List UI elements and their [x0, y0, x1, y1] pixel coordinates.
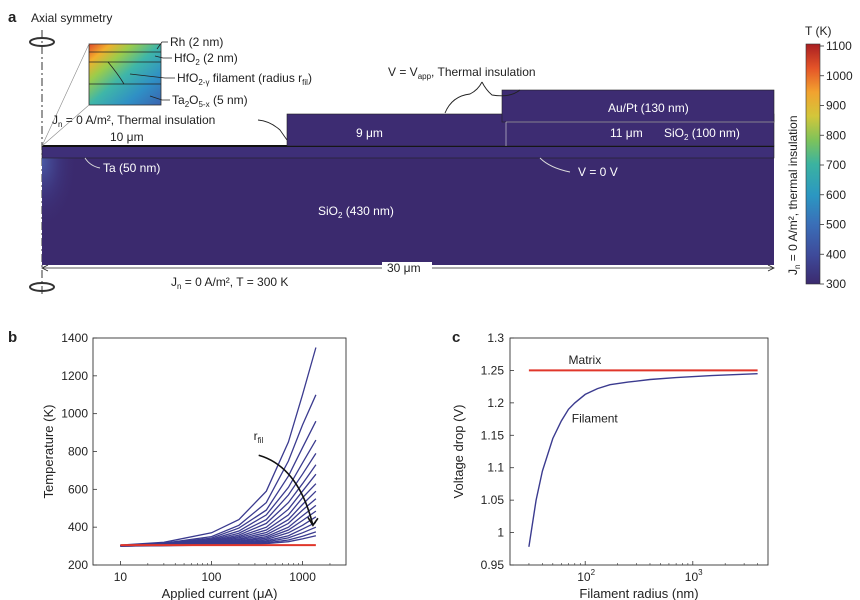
rfil-annotation: rfil	[254, 429, 264, 445]
y-tick-label: 1200	[61, 369, 88, 383]
rh-label: Rh (2 nm)	[170, 35, 223, 49]
panel-c-xlabel: Filament radius (nm)	[579, 586, 698, 600]
panel-b-chart: 200 400 600 800 1000 1200 1400 10 100 1000 Applied…	[41, 331, 347, 600]
filament-label: HfO2-γ filament (radius rfil)	[177, 71, 312, 87]
x-tick-label: 10	[114, 570, 128, 584]
panel-c-ylabel: Voltage drop (V)	[451, 405, 466, 499]
arrowhead-icon	[307, 516, 319, 527]
y-tick-label: 1	[497, 526, 504, 540]
colorbar-tick-label: 500	[826, 218, 846, 232]
y-tick-label: 1400	[61, 331, 88, 345]
sio2-substrate	[42, 150, 774, 265]
dim-30-label: 30 μm	[387, 261, 421, 275]
v0-label: V = 0 V	[578, 165, 618, 179]
colorbar-tick-label: 800	[826, 128, 846, 142]
right-bc-label: Jn = 0 A/m², thermal insulation	[786, 115, 802, 275]
matrix-series-label: Matrix	[569, 353, 602, 367]
heat-spread	[42, 150, 102, 265]
dim-10-label: 10 μm	[110, 130, 144, 144]
temperature-series-line	[120, 473, 317, 547]
y-tick-label: 1.3	[487, 331, 504, 345]
temperature-series-line	[120, 347, 317, 546]
bottom-bc-label: Jn = 0 A/m², T = 300 K	[171, 275, 288, 291]
ta2o5-label: Ta2O5-x (5 nm)	[172, 93, 248, 109]
colorbar-tick-label: 700	[826, 158, 846, 172]
rfil-arrow	[258, 454, 314, 526]
y-tick-label: 1.15	[481, 428, 505, 442]
panel-a-letter: a	[8, 9, 17, 26]
y-tick-label: 600	[68, 482, 88, 496]
colorbar-tick-label: 1000	[826, 69, 853, 83]
dim-11-label: 11 μm	[610, 126, 643, 140]
filament-series-line	[528, 373, 758, 547]
panel-c-chart: 0.95 1 1.05 1.1 1.15 1.2 1.25 1.3 102 103 Filament…	[451, 331, 769, 600]
rotation-arrow-icon	[29, 282, 55, 292]
x-tick-label: 1000	[289, 570, 316, 584]
temperature-series-line	[120, 420, 317, 546]
ta-label: Ta (50 nm)	[103, 161, 160, 175]
panel-c-frame	[509, 337, 769, 566]
temperature-series-line	[120, 453, 317, 547]
y-tick-label: 0.95	[481, 558, 505, 572]
y-tick-label: 800	[68, 445, 88, 459]
panel-b-xlabel: Applied current (μA)	[162, 586, 278, 600]
left-bc-label: Jn = 0 A/m², Thermal insulation	[52, 113, 215, 129]
colorbar-tick-label: 900	[826, 99, 846, 113]
filament-series-label: Filament	[572, 411, 619, 425]
panel-b-letter: b	[8, 329, 17, 346]
hfo2-label: HfO2 (2 nm)	[174, 51, 238, 67]
y-tick-label: 1.1	[487, 461, 504, 475]
rotation-arrow-icon	[29, 37, 55, 47]
temperature-series-line	[120, 394, 317, 546]
inset: Rh (2 nm) HfO2 (2 nm) HfO2-γ filament (r…	[41, 35, 312, 147]
y-tick-label: 1.2	[487, 396, 504, 410]
y-tick-label: 1000	[61, 407, 88, 421]
colorbar-tick-label: 300	[826, 277, 846, 291]
dim-9-label: 9 μm	[356, 126, 383, 140]
inset-heatmap	[88, 43, 162, 106]
left-bc-pointer	[257, 119, 288, 141]
colorbar-tick-label: 1100	[826, 39, 852, 53]
x-tick-label: 103	[685, 568, 703, 584]
sio2-top-label: SiO2 (100 nm)	[664, 126, 740, 142]
top-bc-label: V = Vapp, Thermal insulation	[388, 65, 536, 81]
y-tick-label: 400	[68, 520, 88, 534]
colorbar-tick-label: 400	[826, 247, 846, 261]
top-bc-bracket	[444, 81, 521, 114]
colorbar-tick-label: 600	[826, 188, 846, 202]
colorbar	[805, 43, 821, 285]
x-tick-label: 100	[201, 570, 221, 584]
y-tick-label: 1.05	[481, 493, 505, 507]
y-tick-label: 200	[68, 558, 88, 572]
y-tick-label: 1.25	[481, 363, 505, 377]
ta-layer	[41, 145, 775, 159]
x-tick-label: 102	[577, 568, 595, 584]
colorbar-title: T (K)	[805, 24, 831, 38]
panel-c-letter: c	[452, 329, 460, 346]
axial-symmetry-label: Axial symmetry	[31, 11, 112, 25]
panel-b-ylabel: Temperature (K)	[41, 405, 56, 499]
colorbar-ticks: 1100 1000 900 800 700 600 500 400 300	[820, 39, 853, 291]
sio2-bulk-label: SiO2 (430 nm)	[318, 204, 394, 220]
aupt-label: Au/Pt (130 nm)	[608, 101, 689, 115]
